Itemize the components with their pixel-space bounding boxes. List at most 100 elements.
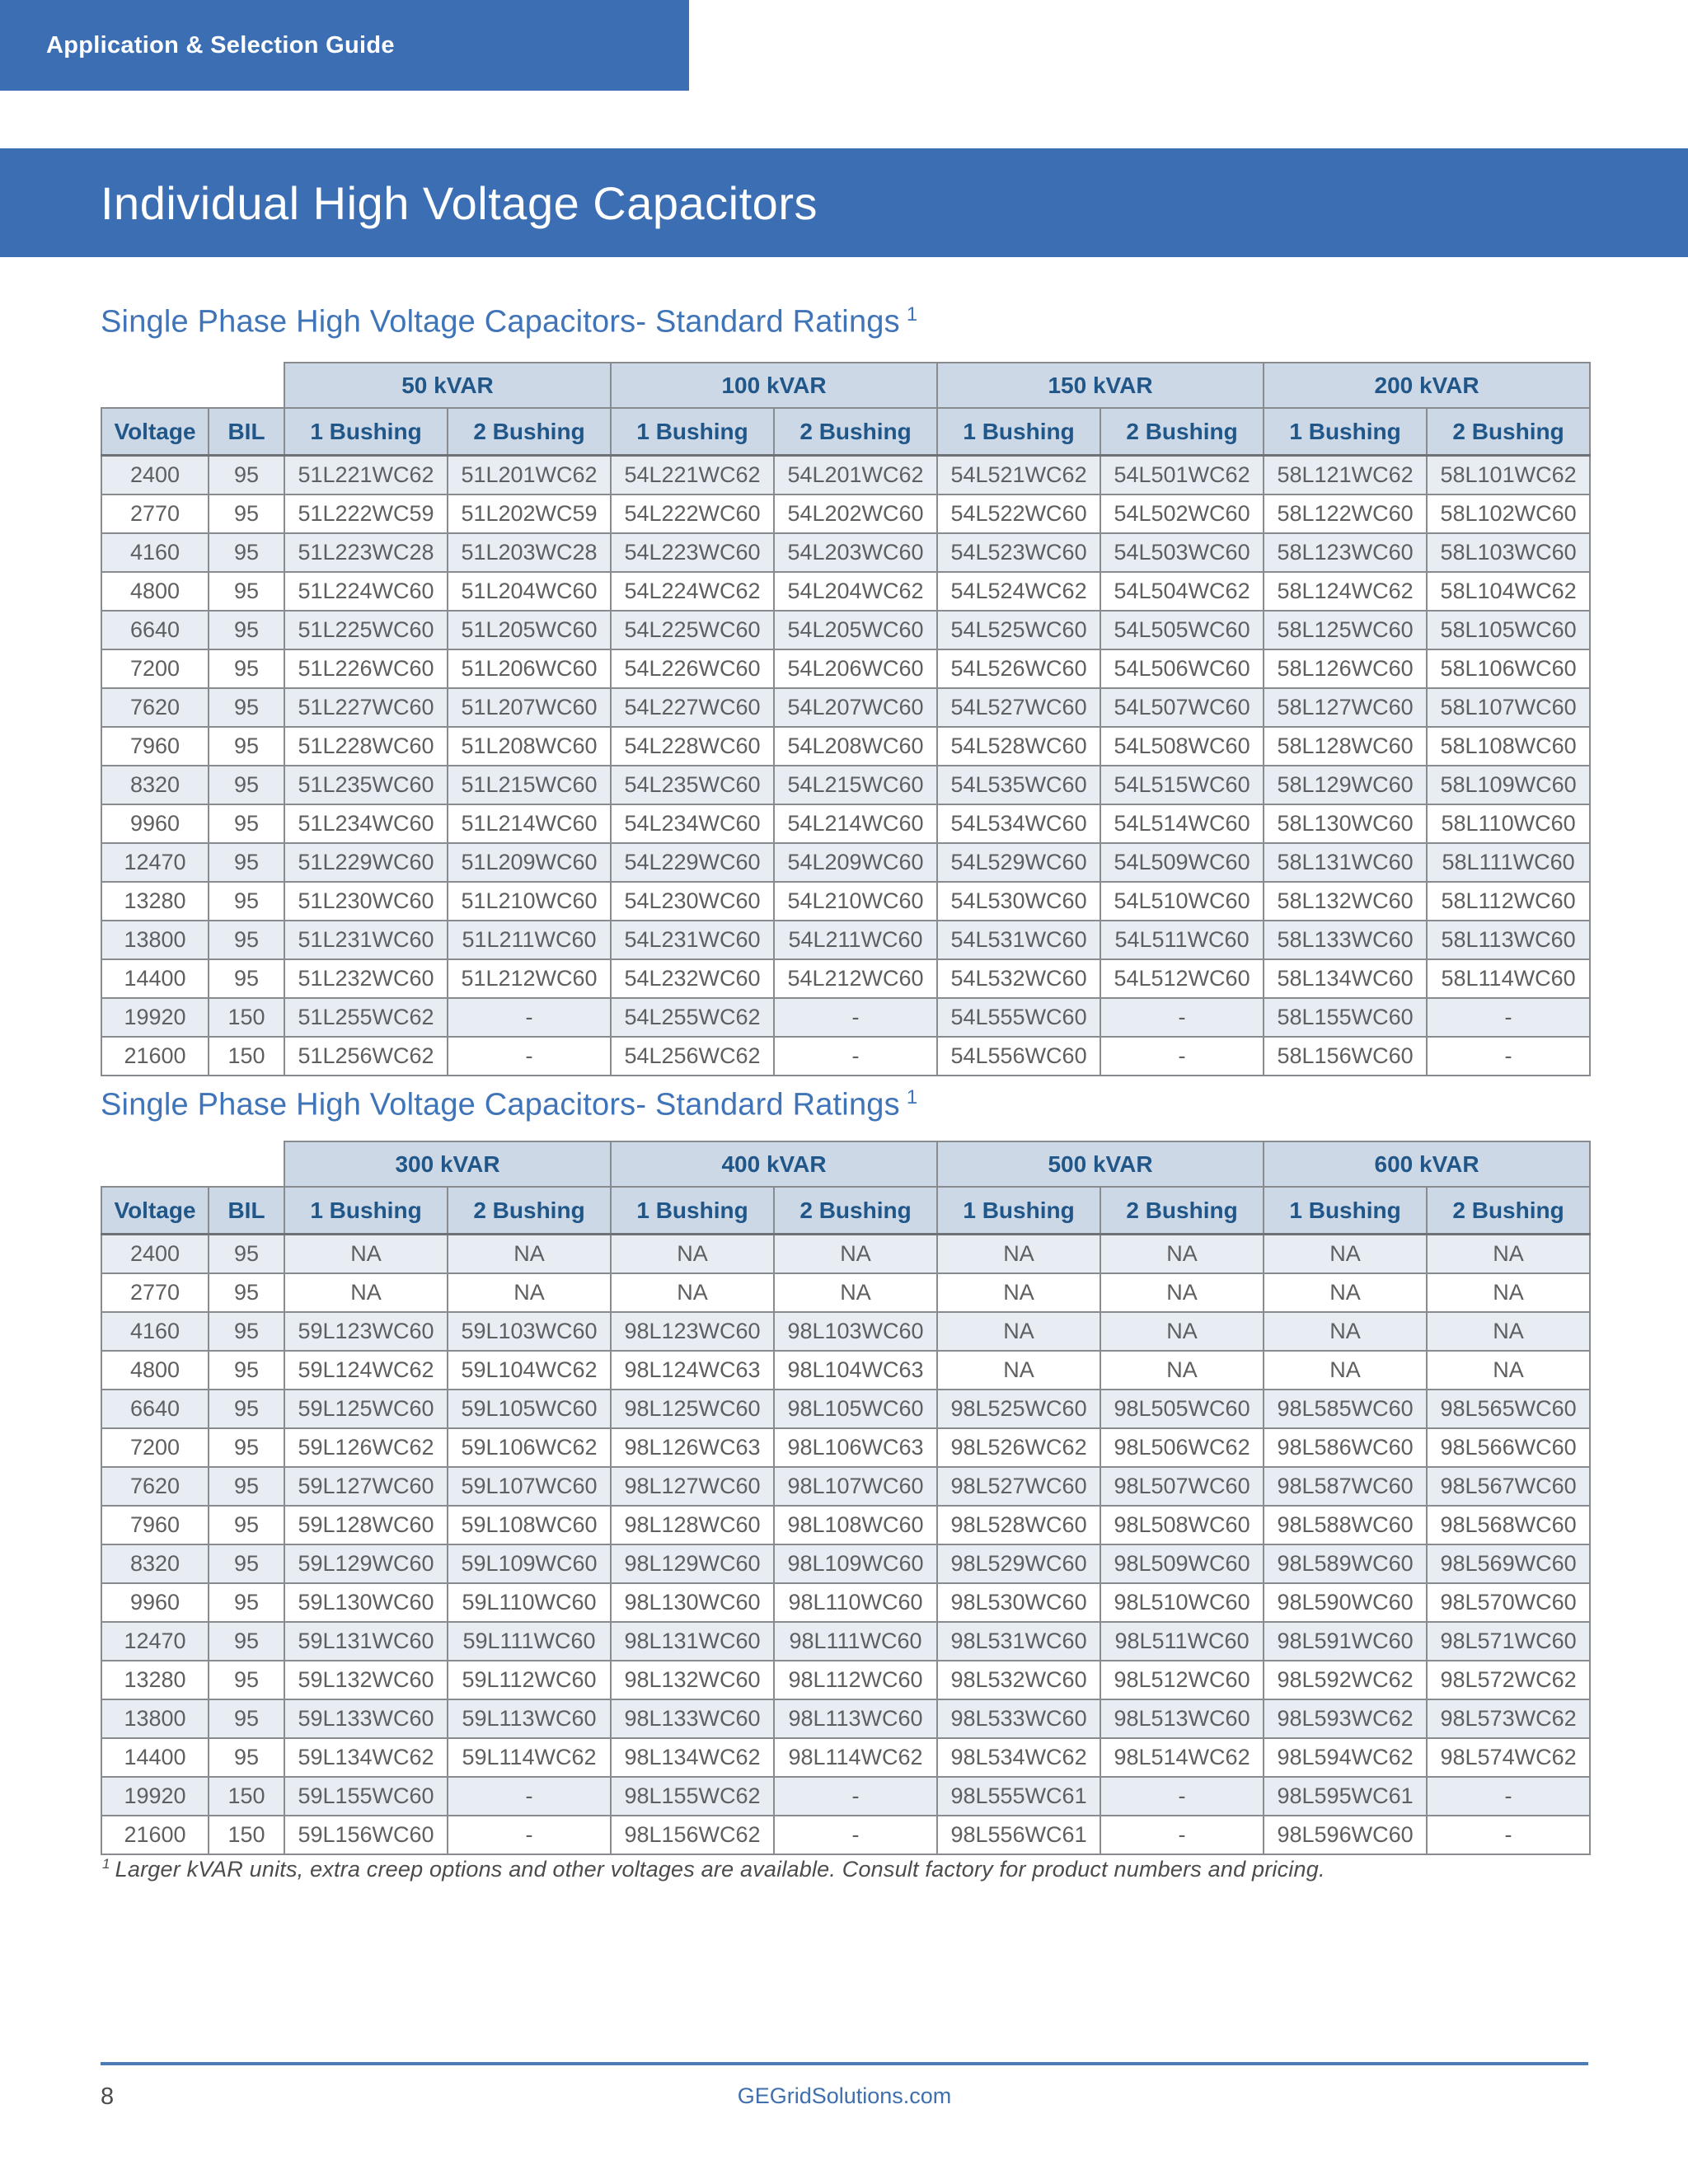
part-number-cell: 58L128WC60	[1263, 726, 1428, 766]
part-number-cell: 54L527WC60	[936, 687, 1102, 728]
part-number-cell: 58L132WC60	[1263, 881, 1428, 921]
table-row: 2400 95 NA NA NA NA NA NA NA NA	[101, 1233, 1592, 1274]
table-row: 13280 95 59L132WC60 59L112WC60 98L132WC60 98L…	[101, 1660, 1592, 1700]
part-number-cell: -	[773, 1776, 939, 1816]
part-number-cell: 98L105WC60	[773, 1389, 939, 1429]
part-number-cell: 98L512WC60	[1100, 1660, 1265, 1700]
ratings-table-1-wrap: 50 kVAR 100 kVAR 150 kVAR 200 kVAR Voltage BI…	[101, 362, 1592, 1076]
part-number-cell: 98L569WC60	[1426, 1544, 1592, 1584]
part-number-cell: 98L585WC60	[1263, 1389, 1428, 1429]
bil-cell: 95	[208, 1621, 285, 1661]
part-number-cell: 54L528WC60	[936, 726, 1102, 766]
part-number-cell: 54L529WC60	[936, 842, 1102, 883]
part-number-cell: 54L515WC60	[1100, 765, 1265, 805]
part-number-cell: 51L229WC60	[284, 842, 448, 883]
part-number-cell: -	[773, 997, 939, 1038]
voltage-cell: 21600	[101, 1036, 209, 1076]
part-number-cell: 98L108WC60	[773, 1505, 939, 1545]
part-number-cell: 58L111WC60	[1426, 842, 1592, 883]
part-number-cell: 98L555WC61	[936, 1776, 1102, 1816]
part-number-cell: 51L208WC60	[446, 726, 612, 766]
part-number-cell: 54L505WC60	[1100, 610, 1265, 650]
part-number-cell: 54L234WC60	[610, 804, 776, 844]
bil-cell: 150	[208, 1776, 285, 1816]
col-header-bushing-2: 2 Bushing	[773, 1186, 939, 1235]
part-number-cell: -	[1426, 1815, 1592, 1855]
part-number-cell: NA	[1100, 1233, 1265, 1274]
voltage-cell: 12470	[101, 842, 209, 883]
table-row: 2770 95 NA NA NA NA NA NA NA NA	[101, 1272, 1592, 1313]
part-number-cell: 98L570WC60	[1426, 1582, 1592, 1623]
table-row: 4800 95 59L124WC62 59L104WC62 98L124WC63 98L1…	[101, 1350, 1592, 1390]
part-number-cell: 59L130WC60	[284, 1582, 448, 1623]
section-heading-2: Single Phase High Voltage Capacitors- St…	[101, 1086, 917, 1123]
part-number-cell: -	[1100, 1815, 1265, 1855]
part-number-cell: 54L504WC62	[1100, 571, 1265, 612]
bil-cell: 95	[208, 1582, 285, 1623]
kvar-group-header: 200 kVAR	[1263, 362, 1592, 409]
col-header-voltage: Voltage	[101, 1186, 209, 1235]
part-number-cell: NA	[1263, 1272, 1428, 1313]
part-number-cell: 54L228WC60	[610, 726, 776, 766]
bil-cell: 150	[208, 997, 285, 1038]
part-number-cell: 51L224WC60	[284, 571, 448, 612]
part-number-cell: 59L106WC62	[446, 1427, 612, 1468]
part-number-cell: 58L123WC60	[1263, 532, 1428, 573]
part-number-cell: -	[773, 1036, 939, 1076]
voltage-cell: 4800	[101, 1350, 209, 1390]
part-number-cell: 51L230WC60	[284, 881, 448, 921]
bil-cell: 95	[208, 687, 285, 728]
part-number-cell: 54L215WC60	[773, 765, 939, 805]
part-number-cell: 54L205WC60	[773, 610, 939, 650]
part-number-cell: -	[446, 1776, 612, 1816]
table-row: 7960 95 59L128WC60 59L108WC60 98L128WC60 98L1…	[101, 1505, 1592, 1545]
part-number-cell: 54L210WC60	[773, 881, 939, 921]
part-number-cell: 98L528WC60	[936, 1505, 1102, 1545]
table-row: 4160 95 59L123WC60 59L103WC60 98L123WC60 98L1…	[101, 1311, 1592, 1352]
part-number-cell: 58L130WC60	[1263, 804, 1428, 844]
part-number-cell: 58L134WC60	[1263, 958, 1428, 999]
part-number-cell: 54L556WC60	[936, 1036, 1102, 1076]
part-number-cell: 54L230WC60	[610, 881, 776, 921]
part-number-cell: 54L532WC60	[936, 958, 1102, 999]
part-number-cell: 54L525WC60	[936, 610, 1102, 650]
bil-cell: 95	[208, 842, 285, 883]
part-number-cell: 98L127WC60	[610, 1466, 776, 1507]
part-number-cell: 54L531WC60	[936, 920, 1102, 960]
part-number-cell: 58L104WC62	[1426, 571, 1592, 612]
part-number-cell: 58L113WC60	[1426, 920, 1592, 960]
part-number-cell: 51L203WC28	[446, 532, 612, 573]
part-number-cell: 54L256WC62	[610, 1036, 776, 1076]
table-row: 2770 95 51L222WC59 51L202WC59 54L222WC60 54L2…	[101, 494, 1592, 534]
bil-cell: 95	[208, 571, 285, 612]
col-header-voltage: Voltage	[101, 407, 209, 457]
bil-cell: 150	[208, 1815, 285, 1855]
part-number-cell: 58L106WC60	[1426, 649, 1592, 689]
part-number-cell: 54L211WC60	[773, 920, 939, 960]
part-number-cell: 98L106WC63	[773, 1427, 939, 1468]
section-heading-1: Single Phase High Voltage Capacitors- St…	[101, 303, 917, 340]
part-number-cell: 98L573WC62	[1426, 1699, 1592, 1739]
voltage-cell: 7200	[101, 649, 209, 689]
col-header-bushing-2: 2 Bushing	[1100, 407, 1265, 457]
part-number-cell: 58L126WC60	[1263, 649, 1428, 689]
table-row: 6640 95 59L125WC60 59L105WC60 98L125WC60 98L1…	[101, 1389, 1592, 1429]
banner-label: Application & Selection Guide	[46, 31, 395, 59]
part-number-cell: 54L224WC62	[610, 571, 776, 612]
footer-website-link[interactable]: GEGridSolutions.com	[737, 2083, 952, 2108]
part-number-cell: 59L104WC62	[446, 1350, 612, 1390]
part-number-cell: 59L129WC60	[284, 1544, 448, 1584]
part-number-cell: -	[1426, 1776, 1592, 1816]
part-number-cell: -	[1426, 1036, 1592, 1076]
part-number-cell: 58L109WC60	[1426, 765, 1592, 805]
voltage-cell: 7200	[101, 1427, 209, 1468]
part-number-cell: 58L155WC60	[1263, 997, 1428, 1038]
part-number-cell: 98L589WC60	[1263, 1544, 1428, 1584]
col-header-bil: BIL	[208, 1186, 285, 1235]
part-number-cell: 98L513WC60	[1100, 1699, 1265, 1739]
table-row: 19920 150 59L155WC60-98L155WC62-98L555WC61…	[101, 1776, 1592, 1816]
part-number-cell: 58L125WC60	[1263, 610, 1428, 650]
voltage-cell: 14400	[101, 1737, 209, 1778]
col-header-bushing-2: 2 Bushing	[773, 407, 939, 457]
part-number-cell: 98L125WC60	[610, 1389, 776, 1429]
